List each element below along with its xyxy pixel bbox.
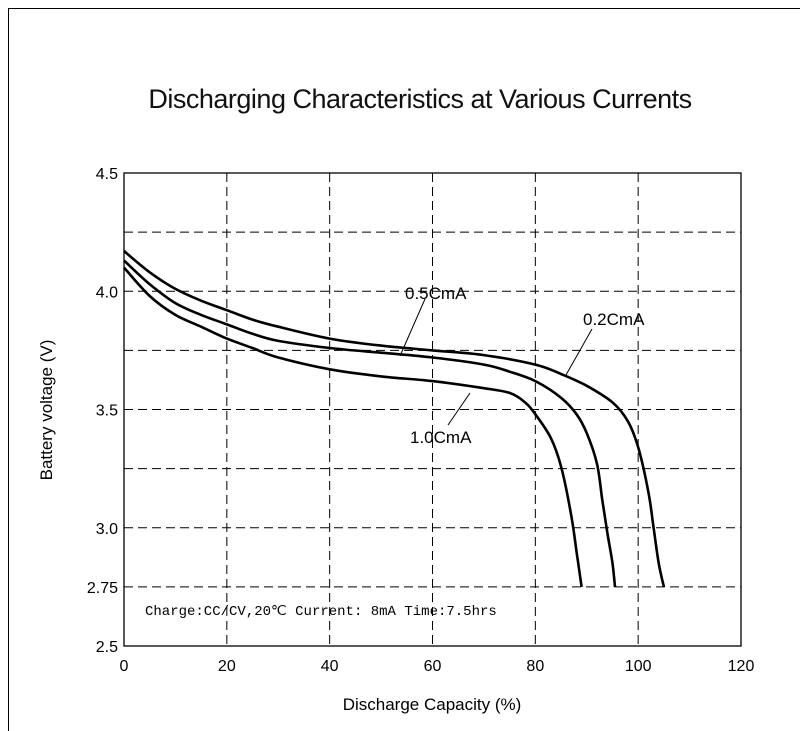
x-tick-label: 60 <box>424 658 442 675</box>
x-tick-label: 20 <box>218 658 236 675</box>
y-tick-label: 4.5 <box>96 166 118 183</box>
plot-area-border <box>123 172 742 647</box>
x-axis-label: Discharge Capacity (%) <box>343 695 522 714</box>
x-tick-label: 100 <box>625 658 652 675</box>
leader-0.2CmA <box>565 328 593 376</box>
x-tick-label: 40 <box>321 658 339 675</box>
axis-ticks: 4.5 4.0 3.5 3.0 2.75 2.50 20 40 60 80 100 120 <box>87 166 755 675</box>
series-line-0.5CmA <box>123 259 617 588</box>
grid-lines <box>124 173 741 646</box>
y-axis-label: Battery voltage (V) <box>37 340 56 481</box>
label-0.5CmA: 0.5CmA <box>405 284 467 303</box>
leader-1.0CmA <box>447 392 471 426</box>
chart-title: Discharging Characteristics at Various C… <box>148 84 692 114</box>
y-tick-label: 3.5 <box>96 403 118 420</box>
y-tick-label: 4.0 <box>96 284 118 301</box>
x-tick-label: 80 <box>526 658 544 675</box>
curve-labels: 0.5CmA 0.2CmA 1.0CmA <box>399 284 645 447</box>
x-tick-label: 0 <box>120 658 129 675</box>
chart-frame <box>8 8 800 731</box>
series-line-0.2CmA <box>123 250 666 588</box>
x-tick-label: 120 <box>728 658 755 675</box>
test-conditions-note: Charge:CC/CV,20℃ Current: 8mA Time:7.5hr… <box>145 604 497 620</box>
series-line-1.0CmA <box>123 266 583 588</box>
y-tick-label: 2.75 <box>87 580 118 597</box>
series-curves <box>123 250 666 588</box>
label-0.2CmA: 0.2CmA <box>583 310 645 329</box>
y-tick-label: 3.0 <box>96 521 118 538</box>
y-tick-label: 2.5 <box>96 639 118 656</box>
leader-0.5CmA <box>399 298 426 357</box>
label-1.0CmA: 1.0CmA <box>410 428 472 447</box>
